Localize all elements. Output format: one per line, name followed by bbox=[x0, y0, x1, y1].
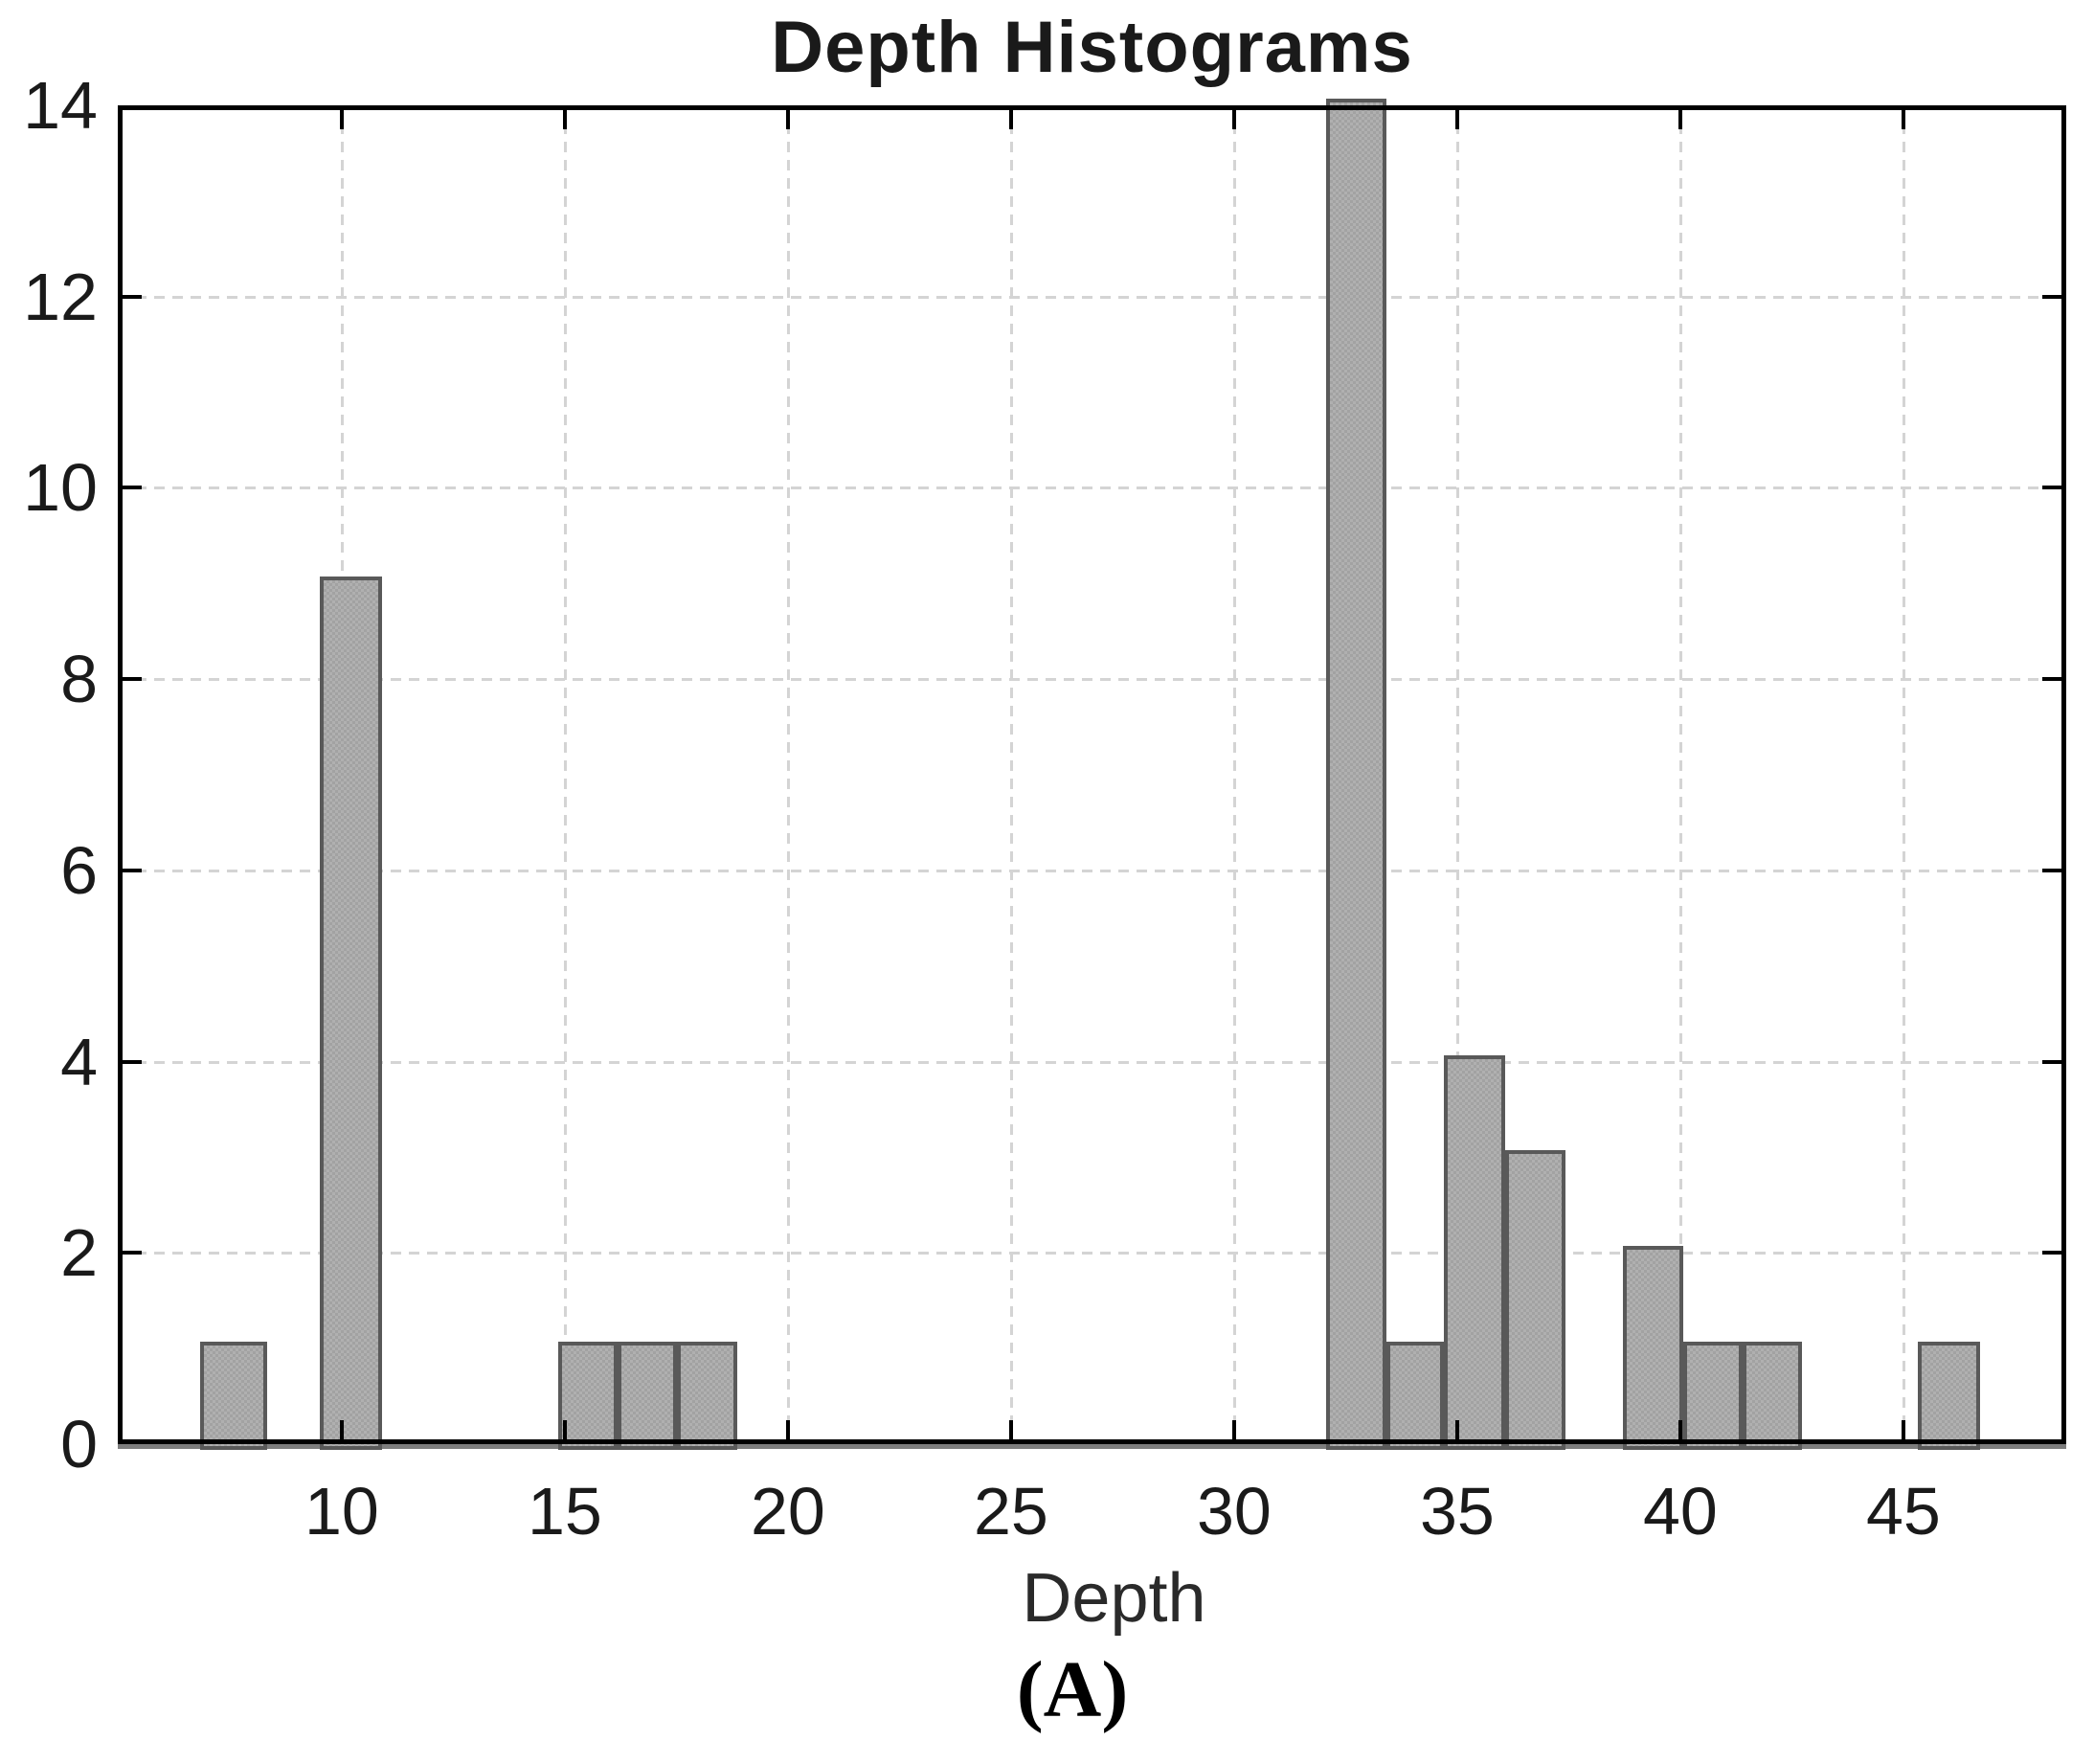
gridline-vertical bbox=[563, 105, 567, 1444]
x-axis-tick bbox=[1008, 1420, 1013, 1439]
histogram-bar bbox=[1443, 1054, 1505, 1450]
gridline-vertical bbox=[786, 105, 790, 1444]
y-tick-label: 14 bbox=[23, 68, 98, 143]
x-axis-tick bbox=[1231, 1420, 1236, 1439]
histogram-bar bbox=[1385, 1342, 1444, 1450]
gridline-horizontal bbox=[118, 1252, 2066, 1255]
y-tick-label: 10 bbox=[23, 450, 98, 526]
y-tick-label: 4 bbox=[60, 1024, 98, 1099]
histogram-bar bbox=[1504, 1150, 1565, 1450]
y-axis-tick bbox=[123, 294, 142, 299]
histogram-bar bbox=[557, 1342, 618, 1450]
y-axis-tick bbox=[123, 868, 142, 872]
y-tick-label: 6 bbox=[60, 832, 98, 908]
y-tick-label: 12 bbox=[23, 259, 98, 334]
y-axis-tick-right bbox=[2042, 486, 2061, 490]
histogram-bar bbox=[617, 1342, 677, 1450]
y-axis-tick bbox=[123, 677, 142, 682]
y-axis-tick bbox=[123, 1059, 142, 1064]
y-axis-tick bbox=[123, 486, 142, 490]
plot-area bbox=[118, 99, 2066, 1450]
x-tick-label: 30 bbox=[1196, 1474, 1272, 1549]
histogram-bar bbox=[1682, 1342, 1743, 1450]
figure-caption: (A) bbox=[1016, 1645, 1129, 1734]
x-axis-tick-top bbox=[339, 110, 344, 129]
gridline-vertical bbox=[1902, 105, 1905, 1444]
x-tick-label: 35 bbox=[1419, 1474, 1495, 1549]
y-tick-label: 2 bbox=[60, 1215, 98, 1291]
x-axis-tick bbox=[1901, 1420, 1905, 1439]
gridline-horizontal bbox=[118, 1060, 2066, 1064]
gridline-vertical bbox=[1455, 105, 1459, 1444]
y-axis-tick-right bbox=[2042, 1059, 2061, 1064]
x-axis-label: Depth bbox=[1022, 1560, 1206, 1637]
x-tick-label: 40 bbox=[1642, 1474, 1718, 1549]
y-axis-tick-right bbox=[2042, 677, 2061, 682]
x-tick-label: 45 bbox=[1865, 1474, 1941, 1549]
x-axis-tick-top bbox=[1231, 110, 1236, 129]
x-axis-tick bbox=[785, 1420, 790, 1439]
histogram-bar bbox=[1325, 99, 1386, 1450]
x-axis-tick bbox=[562, 1420, 567, 1439]
gridline-horizontal bbox=[118, 486, 2066, 490]
x-axis-tick-top bbox=[1008, 110, 1013, 129]
x-tick-label: 25 bbox=[973, 1474, 1048, 1549]
x-axis-tick bbox=[1677, 1420, 1682, 1439]
y-tick-label: 8 bbox=[60, 642, 98, 717]
gridline-vertical bbox=[1009, 105, 1013, 1444]
x-axis-tick-top bbox=[1454, 110, 1459, 129]
histogram-bar bbox=[1742, 1342, 1802, 1450]
gridline-horizontal bbox=[118, 678, 2066, 682]
axis-border bbox=[118, 105, 2066, 1444]
y-axis-tick-right bbox=[2042, 1251, 2061, 1255]
x-axis-tick-top bbox=[562, 110, 567, 129]
x-tick-label: 15 bbox=[527, 1474, 602, 1549]
histogram-bar bbox=[200, 1342, 268, 1450]
histogram-bar bbox=[676, 1342, 737, 1450]
x-axis-tick bbox=[1454, 1420, 1459, 1439]
gridline-horizontal bbox=[118, 869, 2066, 872]
histogram-baseline-edge bbox=[118, 1440, 2066, 1449]
gridline-horizontal bbox=[118, 295, 2066, 299]
y-tick-label: 0 bbox=[60, 1407, 98, 1481]
x-axis-tick bbox=[339, 1420, 344, 1439]
x-tick-label: 20 bbox=[750, 1474, 825, 1549]
chart-title: Depth Histograms bbox=[771, 7, 1413, 88]
x-axis-tick-top bbox=[1901, 110, 1905, 129]
gridline-vertical bbox=[1232, 105, 1236, 1444]
x-tick-label: 10 bbox=[304, 1474, 379, 1549]
gridline-vertical bbox=[1678, 105, 1682, 1444]
y-axis-tick-right bbox=[2042, 868, 2061, 872]
histogram-bar bbox=[1622, 1246, 1683, 1450]
histogram-bar bbox=[320, 577, 383, 1450]
y-axis-tick-right bbox=[2042, 294, 2061, 299]
histogram-bar bbox=[1917, 1342, 1981, 1450]
x-axis-tick-top bbox=[1677, 110, 1682, 129]
x-axis-tick-top bbox=[785, 110, 790, 129]
y-axis-tick bbox=[123, 1251, 142, 1255]
